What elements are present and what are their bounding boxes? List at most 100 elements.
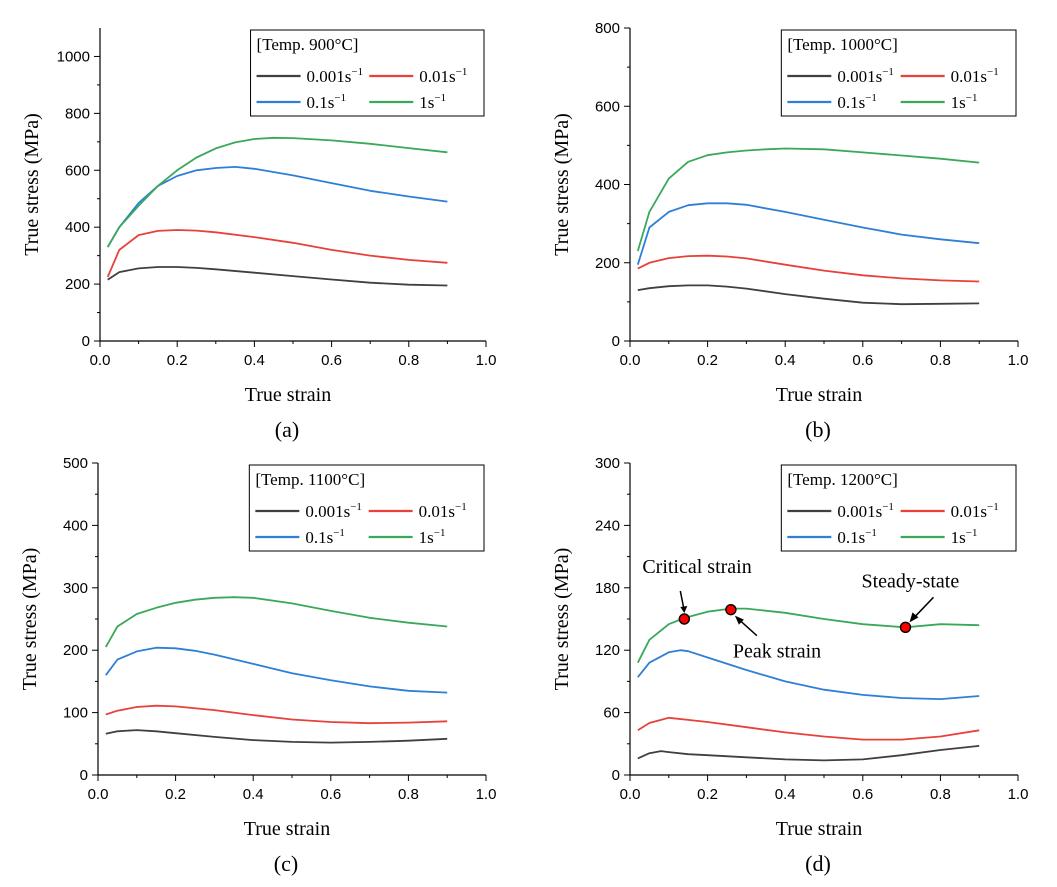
legend-entry-name: 1s bbox=[419, 528, 434, 547]
x-tick-label: 1.0 bbox=[1008, 786, 1029, 803]
panel-label: (b) bbox=[805, 417, 831, 442]
series-line-1 bbox=[106, 229, 448, 278]
x-tick-label: 0.8 bbox=[930, 352, 951, 369]
legend-entry-name: 0.1s bbox=[837, 93, 865, 112]
x-axis-label: True strain bbox=[244, 818, 330, 840]
legend-entry-2: 0.1s−1 bbox=[305, 527, 345, 547]
y-tick-label: 200 bbox=[63, 642, 88, 659]
x-tick-label: 0.8 bbox=[930, 786, 951, 803]
x-tick-label: 0.6 bbox=[320, 786, 341, 803]
legend-entry-3: 1s−1 bbox=[951, 527, 978, 547]
series-line-1 bbox=[637, 716, 980, 741]
legend-entry-1: 0.01s−1 bbox=[419, 66, 467, 86]
legend-entry-name: 0.01s bbox=[951, 67, 987, 86]
chart-panel-b: 0.0 0.2 0.4 0.6 0.8 1.0 0 200 400 600 800 True stra… bbox=[551, 20, 1028, 442]
y-tick-label: 180 bbox=[595, 580, 620, 597]
y-axis-label: True stress (MPa) bbox=[551, 113, 573, 256]
legend-entry-name: 1s bbox=[951, 93, 966, 112]
x-tick-label: 0.0 bbox=[620, 786, 641, 803]
y-axis-label: True stress (MPa) bbox=[551, 548, 573, 691]
x-tick-label: 0.2 bbox=[697, 786, 718, 803]
chart-panel-a: 0.0 0.2 0.4 0.6 0.8 1.0 0 200 400 600 800 1000 True … bbox=[21, 28, 496, 442]
series-line-2 bbox=[637, 649, 980, 700]
series-line-3 bbox=[636, 147, 980, 252]
chart-panel-d: 0.0 0.2 0.4 0.6 0.8 1.0 0 60 120 180 240 300 True st… bbox=[551, 455, 1028, 876]
x-tick-label: 1.0 bbox=[1008, 352, 1029, 369]
series-line-1 bbox=[105, 704, 448, 725]
y-axis-label: True stress (MPa) bbox=[19, 548, 41, 691]
legend-entry-exponent: −1 bbox=[350, 501, 362, 513]
x-tick-label: 0.4 bbox=[775, 352, 796, 369]
x-tick-label: 0.4 bbox=[775, 786, 796, 803]
x-tick-label: 0.0 bbox=[88, 786, 109, 803]
legend-title: [Temp. 1200°C] bbox=[787, 470, 897, 489]
y-tick-label: 400 bbox=[595, 177, 620, 194]
series-line-3 bbox=[106, 136, 448, 248]
series-line-2 bbox=[105, 646, 448, 694]
legend-entry-2: 0.1s−1 bbox=[837, 92, 877, 112]
annotation-critical-strain: Critical strain bbox=[642, 556, 751, 578]
series-line-2 bbox=[106, 166, 448, 248]
annotation-peak-strain: Peak strain bbox=[733, 641, 821, 663]
legend-entry-0: 0.001s−1 bbox=[305, 501, 362, 521]
legend-entry-2: 0.1s−1 bbox=[307, 92, 347, 112]
x-tick-label: 0.2 bbox=[697, 352, 718, 369]
x-axis-label: True strain bbox=[245, 384, 331, 406]
legend-entry-0: 0.001s−1 bbox=[307, 66, 364, 86]
arrow-head-icon bbox=[734, 615, 744, 625]
legend-entry-exponent: −1 bbox=[987, 501, 999, 513]
x-tick-label: 0.6 bbox=[852, 352, 873, 369]
legend-entry-exponent: −1 bbox=[966, 527, 978, 539]
arrow-head-icon bbox=[909, 612, 919, 623]
legend-title: [Temp. 900°C] bbox=[257, 35, 359, 54]
y-tick-label: 1000 bbox=[57, 48, 90, 65]
y-axis-label: True stress (MPa) bbox=[21, 113, 43, 256]
legend-entry-name: 0.001s bbox=[837, 502, 882, 521]
y-tick-label: 0 bbox=[612, 767, 620, 784]
annotation-point-2 bbox=[899, 621, 912, 634]
legend-entry-name: 0.1s bbox=[307, 93, 335, 112]
series-line-0 bbox=[105, 729, 448, 744]
x-tick-label: 1.0 bbox=[476, 352, 497, 369]
y-tick-label: 60 bbox=[603, 705, 620, 722]
y-tick-label: 0 bbox=[82, 333, 90, 350]
panel-label: (a) bbox=[275, 417, 299, 442]
legend-entry-0: 0.001s−1 bbox=[837, 66, 894, 86]
legend-entry-name: 0.1s bbox=[305, 528, 333, 547]
legend-entry-exponent: −1 bbox=[865, 92, 877, 104]
y-tick-label: 300 bbox=[595, 455, 620, 472]
x-tick-label: 0.2 bbox=[167, 352, 188, 369]
x-tick-label: 0.6 bbox=[321, 352, 342, 369]
legend-entry-3: 1s−1 bbox=[419, 527, 446, 547]
legend-title: [Temp. 1000°C] bbox=[787, 35, 897, 54]
y-tick-label: 400 bbox=[65, 219, 90, 236]
legend-entry-1: 0.01s−1 bbox=[951, 66, 999, 86]
legend-entry-exponent: −1 bbox=[882, 66, 894, 78]
legend-entry-name: 0.01s bbox=[419, 67, 455, 86]
arrow-head-icon bbox=[680, 606, 688, 613]
legend-entry-1: 0.01s−1 bbox=[951, 501, 999, 521]
annotation-point-1 bbox=[725, 603, 737, 616]
y-tick-label: 800 bbox=[65, 105, 90, 122]
y-tick-label: 200 bbox=[65, 276, 90, 293]
legend-entry-name: 0.001s bbox=[837, 67, 882, 86]
series-line-1 bbox=[637, 254, 980, 283]
x-axis-label: True strain bbox=[776, 818, 862, 840]
legend-entry-name: 0.001s bbox=[307, 67, 352, 86]
legend-title: [Temp. 1100°C] bbox=[255, 470, 365, 489]
legend-entry-exponent: −1 bbox=[966, 92, 978, 104]
x-tick-label: 0.0 bbox=[620, 352, 641, 369]
y-tick-label: 100 bbox=[63, 705, 88, 722]
y-tick-label: 600 bbox=[595, 98, 620, 115]
legend-entry-3: 1s−1 bbox=[951, 92, 978, 112]
y-tick-label: 800 bbox=[595, 20, 620, 37]
series-line-3 bbox=[105, 596, 448, 648]
annotation-point-0 bbox=[678, 613, 691, 625]
legend-entry-exponent: −1 bbox=[455, 501, 467, 513]
panel-label: (d) bbox=[805, 851, 831, 876]
series-line-0 bbox=[107, 266, 448, 287]
y-tick-label: 600 bbox=[65, 162, 90, 179]
y-tick-label: 400 bbox=[63, 517, 88, 534]
legend-entry-exponent: −1 bbox=[434, 92, 446, 104]
